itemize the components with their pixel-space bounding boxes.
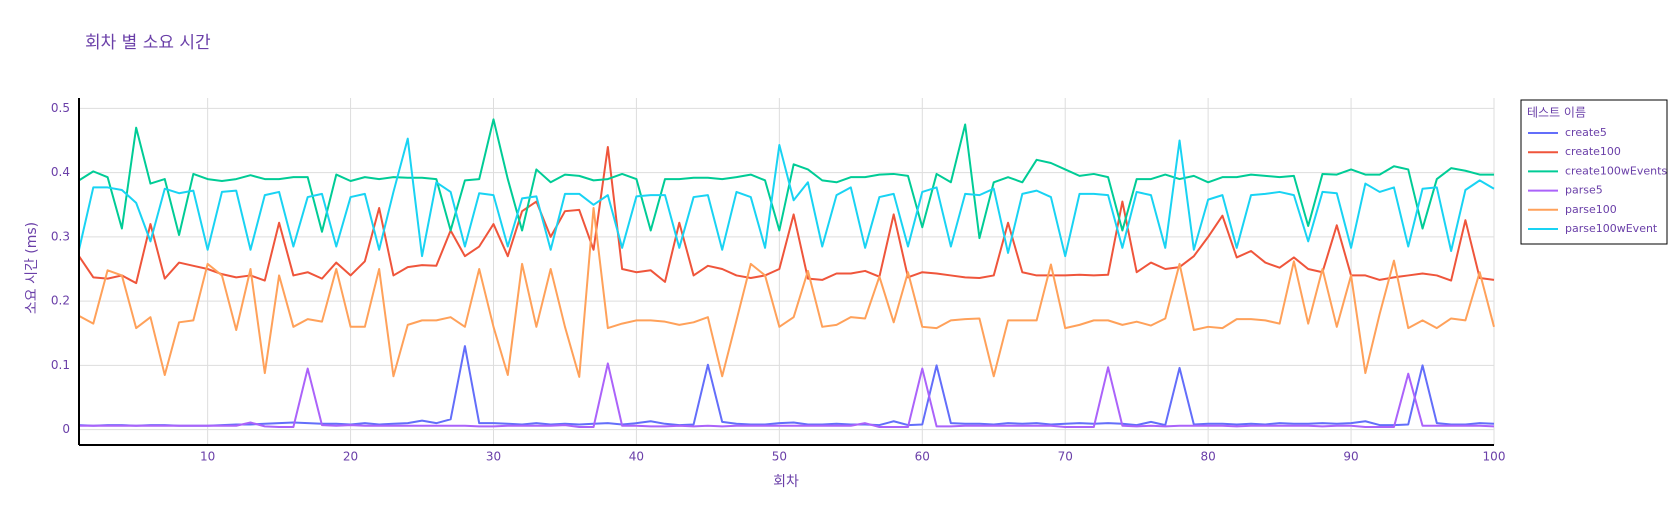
series-line <box>78 118 1494 240</box>
series-line <box>78 145 1495 285</box>
x-tick-label: 90 <box>1343 450 1358 464</box>
legend-title: 테스트 이름 <box>1527 106 1586 120</box>
chart-title: 회차 별 소요 시간 <box>85 33 211 53</box>
y-axis-label: 소요 시간 (ms) <box>24 222 40 314</box>
x-axis-label: 회차 <box>773 474 799 490</box>
series-line <box>78 206 1495 378</box>
x-tick-label: 60 <box>915 450 930 464</box>
legend-label: create100wEvents <box>1565 164 1667 177</box>
y-tick-label: 0.1 <box>51 358 70 372</box>
series-line <box>78 345 1495 427</box>
legend-label: create5 <box>1565 126 1607 139</box>
x-tick-label: 70 <box>1058 450 1073 464</box>
legend-label: parse100wEvent <box>1565 222 1658 235</box>
legend-label: parse100 <box>1565 203 1617 216</box>
x-tick-label: 80 <box>1201 450 1216 464</box>
legend-label: create100 <box>1565 145 1621 158</box>
series-line <box>78 137 1495 258</box>
y-tick-label: 0.2 <box>51 294 70 308</box>
x-tick-label: 100 <box>1483 450 1506 464</box>
x-tick-label: 30 <box>486 450 501 464</box>
y-tick-label: 0.4 <box>51 165 70 179</box>
y-tick-label: 0 <box>62 422 70 436</box>
x-tick-label: 50 <box>772 450 787 464</box>
y-tick-label: 0.5 <box>51 101 70 115</box>
legend-label: parse5 <box>1565 184 1603 197</box>
y-tick-label: 0.3 <box>51 229 70 243</box>
x-tick-label: 20 <box>343 450 358 464</box>
x-tick-label: 40 <box>629 450 644 464</box>
series-line <box>79 362 1495 429</box>
x-tick-label: 10 <box>200 450 215 464</box>
